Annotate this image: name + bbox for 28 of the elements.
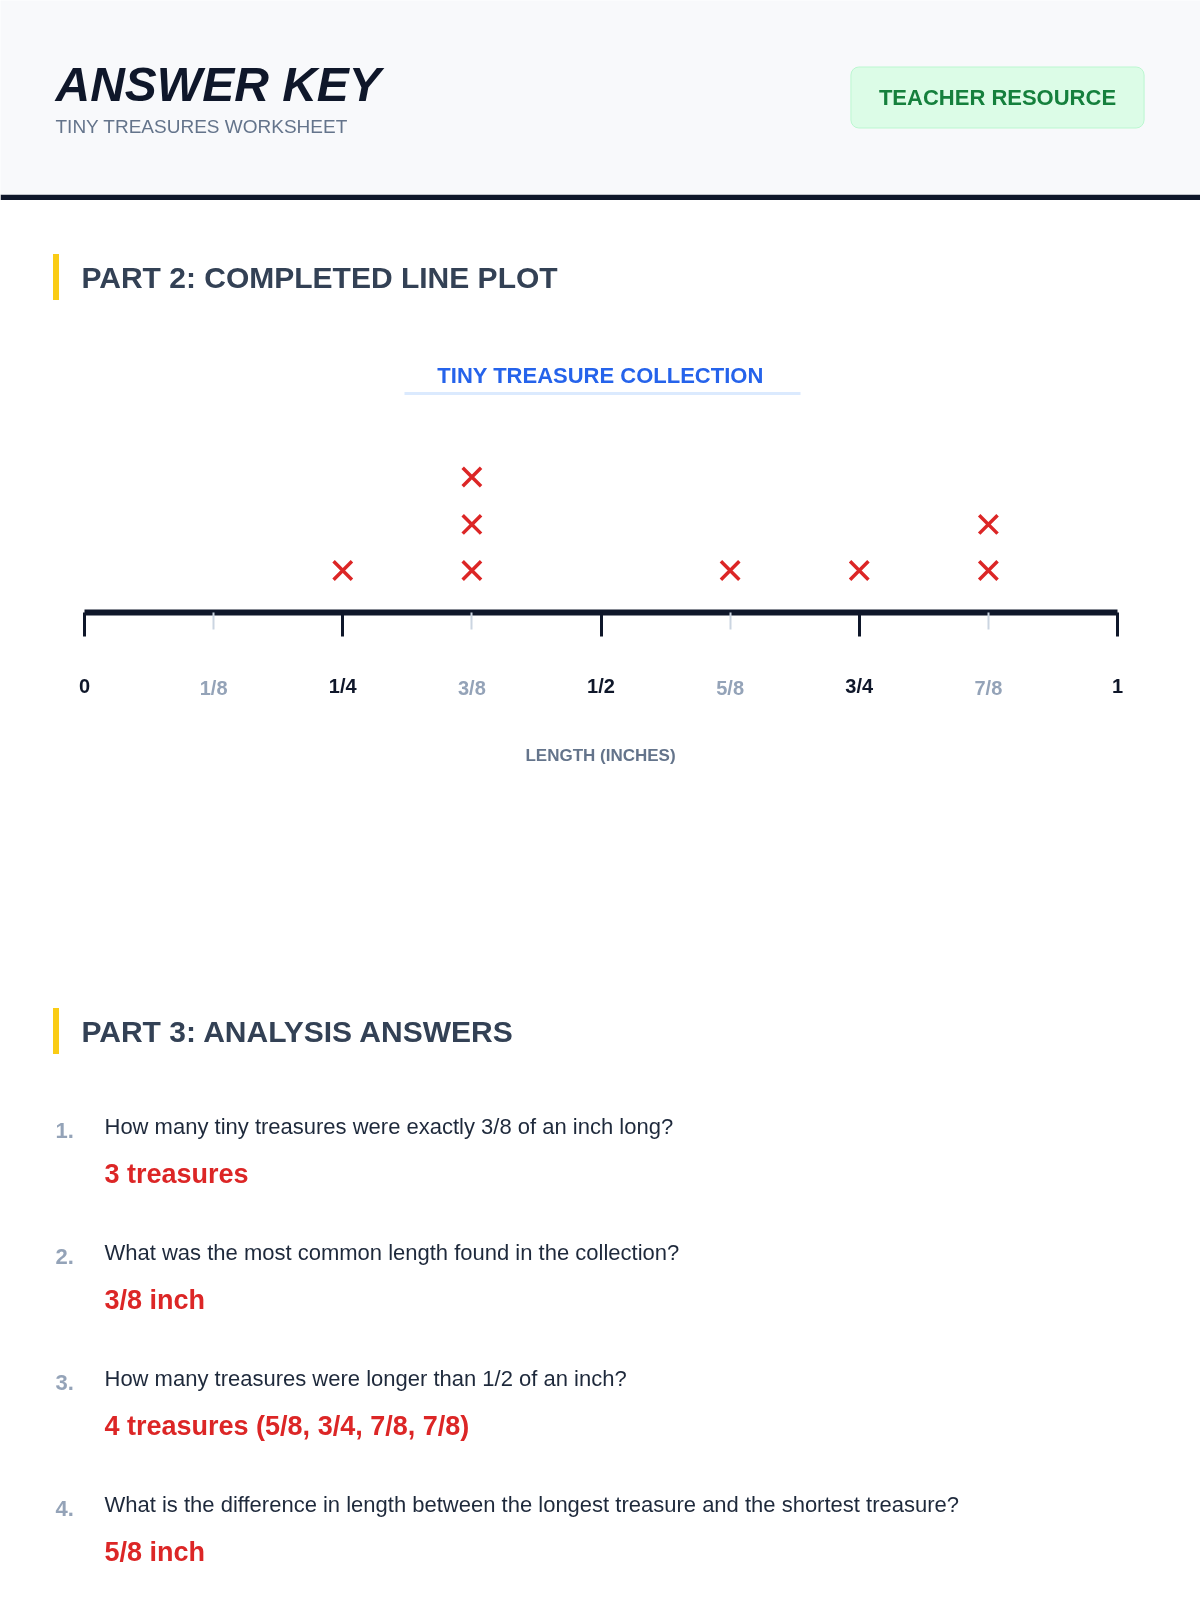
text: 3/8 inch (104, 1284, 206, 1315)
x-tick-label: 0 (78, 674, 91, 697)
chart-title: TINY TREASURE COLLECTION (437, 363, 764, 388)
text: TINY TREASURES WORKSHEET (55, 116, 348, 137)
text: How many tiny treasures were exactly 3/8 of an inch long? (104, 1114, 674, 1139)
text: 5/8 inch (104, 1536, 206, 1567)
text: How many treasures were longer than 1/2 of an inch? (104, 1366, 627, 1391)
text: 2. (55, 1244, 74, 1269)
text: ANSWER KEY (54, 58, 385, 111)
text: TEACHER RESOURCE (878, 85, 1117, 110)
x-tick-label: 7/8 (974, 676, 1003, 699)
text: 3 treasures (104, 1158, 249, 1189)
x-tick-label: 3/4 (845, 674, 875, 697)
text: What is the difference in length between the longest treasure and the shortest treasure? (104, 1492, 959, 1517)
text: 4. (55, 1496, 74, 1521)
x-axis-title: LENGTH (INCHES) (525, 745, 676, 765)
text: 4 treasures (5/8, 3/4, 7/8, 7/8) (104, 1410, 470, 1441)
text: What was the most common length found in the collection? (104, 1240, 680, 1265)
x-tick-label: 3/8 (457, 676, 486, 699)
x-tick-label: 5/8 (716, 676, 745, 699)
text: PART 3: ANALYSIS ANSWERS (81, 1015, 513, 1048)
text: PART 2: COMPLETED LINE PLOT (81, 261, 558, 294)
x-tick-label: 1 (1111, 674, 1124, 697)
text: 1. (55, 1118, 74, 1143)
text: 3. (55, 1370, 74, 1395)
x-tick-label: 1/8 (199, 676, 228, 699)
x-tick-label: 1/2 (587, 674, 615, 697)
x-tick-label: 1/4 (328, 674, 358, 697)
